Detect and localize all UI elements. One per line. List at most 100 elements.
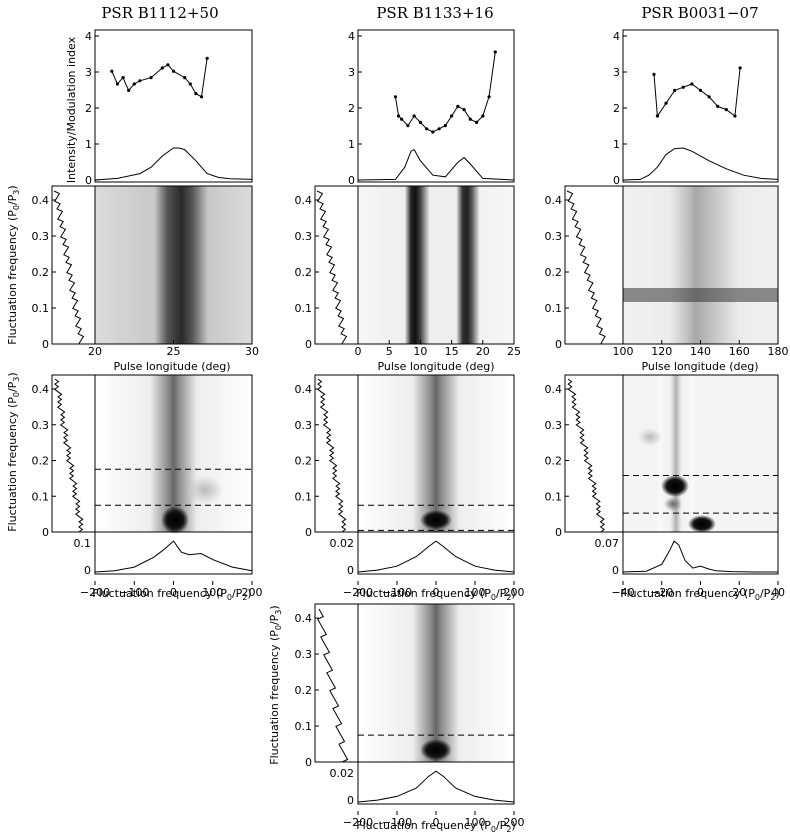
xlabel-p2-b1133-sub2: 2: [506, 593, 511, 602]
col2-2dfs-yaxis-label-0: 0: [555, 526, 562, 539]
col2-profile-yaxis-label-0: 0: [613, 174, 620, 187]
ylabel-fluct-p3-third-close: ): [268, 605, 281, 609]
col2-profile-intensity-line: [622, 147, 779, 181]
col2-spectrum-xaxis-label-0: −40: [611, 586, 634, 599]
col0-spectrum-ylabel-1: 0.1: [74, 537, 92, 550]
col0-modulation-point-12: [194, 92, 198, 96]
xlabel-p2-b1133-text: Fluctuation frequency (P: [356, 587, 491, 600]
col2-spectrum-ylabel-1: 0.07: [595, 537, 620, 550]
xlabel-longitude-b0031: Pulse longitude (deg): [641, 360, 758, 373]
s2dfs-map-b0031: [623, 375, 778, 532]
col0-spectrum-frame: [94, 531, 253, 575]
col2-lrfs-yaxis-label-4: 0.4: [545, 194, 563, 207]
col2-spectrum-xaxis-label-4: 40: [771, 586, 785, 599]
row3-spectrum-line: [357, 770, 515, 803]
col1-modulation-point-7: [431, 130, 435, 134]
col1-spectrum-xaxis-label-2: 0: [433, 586, 440, 599]
col1-profile-modulation-line: [394, 51, 496, 133]
col1-modulation-point-12: [462, 108, 466, 112]
s2dfs-blob2-b1112: [187, 476, 223, 504]
row3-spectrum-xaxis-label-0: −200: [343, 816, 373, 829]
col1-modulation-point-1: [396, 114, 401, 118]
col2-profile-yaxis-label-2: 2: [613, 102, 620, 115]
col2-2dfs-side-spectrum: [567, 378, 606, 533]
ylabel-fluct-p3-2dfs: Fluctuation frequency (P0/P3): [6, 372, 21, 531]
title-b1112: PSR B1112+50: [101, 4, 218, 22]
col2-lrfs-side-frame: [564, 185, 624, 345]
col1-profile-frame: [357, 29, 515, 183]
xlabel-longitude-b1133: Pulse longitude (deg): [377, 360, 494, 373]
col1-modulation-point-13: [468, 117, 472, 121]
col2-spectrum-ylabel-0: 0: [612, 564, 619, 577]
col2-profile-yaxis-label-3: 3: [613, 66, 620, 79]
row3-spectrum-xaxis-label-1: −100: [382, 816, 412, 829]
row3-2dfs-side-frame: [314, 603, 359, 763]
col1-profile-intensity-line: [357, 148, 515, 181]
col1-2dfs-yaxis-label-0: 0: [305, 526, 312, 539]
row3-spectrum-xaxis-label-2: 0: [433, 816, 440, 829]
col1-spectrum-line: [357, 540, 515, 573]
col1-modulation-point-3: [406, 124, 410, 128]
s2dfs-map-third: [358, 604, 514, 762]
ylabel-intensity-modulation: Intensity/Modulation index: [65, 36, 78, 183]
col1-lrfs-side-frame: [314, 185, 359, 345]
col1-lrfs-xaxis-label-3: 15: [445, 345, 459, 358]
xlabel-p2-third-sub0: 0: [491, 825, 496, 834]
col1-lrfs-yaxis-label-3: 0.3: [295, 230, 313, 243]
col1-profile-yaxis-label-2: 2: [348, 102, 355, 115]
col0-2dfs-yaxis-label-3: 0.3: [32, 419, 50, 432]
col0-profile-modulation-line: [111, 58, 208, 98]
ylabel-fluct-p3-lrfs: Fluctuation frequency (P0/P3): [6, 185, 21, 344]
col1-profile-yaxis-label-4: 4: [348, 30, 355, 43]
col2-2dfs-side-frame: [564, 374, 624, 533]
col1-modulation-point-17: [493, 50, 497, 54]
col0-modulation-point-1: [115, 82, 120, 86]
xlabel-p2-b1112-sub0: 0: [227, 593, 232, 602]
xlabel-p2-b0031: Fluctuation frequency (P0/P2): [620, 587, 779, 602]
col2-lrfs-yaxis-label-2: 0.2: [545, 266, 563, 279]
col1-spectrum-xaxis-label-4: 200: [504, 586, 525, 599]
col0-lrfs-xaxis-label-0: 20: [88, 345, 102, 358]
col2-2dfs-yaxis-label-3: 0.3: [545, 419, 563, 432]
xlabel-p2-b1133-close: ): [511, 587, 515, 600]
col0-lrfs-side-frame: [51, 185, 96, 345]
s2dfs-blob-b1112: [161, 506, 189, 534]
lrfs-map-b0031: [623, 186, 778, 344]
col2-modulation-point-5: [690, 82, 694, 86]
xlabel-p2-third-text: Fluctuation frequency (P: [356, 819, 491, 832]
col2-spectrum-xaxis-label-1: −20: [650, 586, 673, 599]
ylabel-fluct-p3-third: Fluctuation frequency (P0/P3): [268, 605, 283, 764]
col1-spectrum-xaxis-label-1: −100: [382, 586, 412, 599]
col0-spectrum-xaxis-label-0: −200: [80, 586, 110, 599]
xlabel-p2-b1112-sub2: 2: [242, 593, 247, 602]
col1-modulation-point-16: [487, 95, 491, 99]
xlabel-p2-b0031-sub2: 2: [770, 593, 775, 602]
col0-2dfs-yaxis-label-2: 0.2: [32, 455, 50, 468]
col1-lrfs-xaxis-label-2: 10: [413, 345, 427, 358]
col1-spectrum-ylabel-1: 0.02: [330, 537, 355, 550]
col1-2dfs-yaxis-label-1: 0.1: [295, 490, 313, 503]
xlabel-p2-b1112-slash: /P: [232, 587, 243, 600]
col2-spectrum-xaxis-label-2: 0: [697, 586, 704, 599]
col2-spectrum-line: [622, 540, 778, 573]
col1-profile-yaxis-label-1: 1: [348, 138, 355, 151]
row3-2dfs-yaxis-label-3: 0.3: [295, 648, 313, 661]
col1-lrfs-yaxis-label-4: 0.4: [295, 194, 313, 207]
col1-modulation-point-10: [450, 114, 454, 118]
col0-lrfs-xaxis-label-1: 25: [167, 345, 181, 358]
col2-lrfs-yaxis-label-1: 0.1: [545, 302, 563, 315]
col1-profile-yaxis-label-0: 0: [348, 174, 355, 187]
col2-2dfs-yaxis-label-1: 0.1: [545, 490, 563, 503]
ylabel-fluct-p3-third-text: Fluctuation frequency (P: [268, 630, 281, 765]
col1-modulation-point-2: [400, 117, 404, 121]
col2-modulation-point-10: [733, 114, 737, 118]
col2-2dfs-yaxis-label-4: 0.4: [545, 383, 563, 396]
title-b0031: PSR B0031−07: [641, 4, 758, 22]
ylabel-fluct-p3-lrfs-sub0: 0: [12, 205, 21, 210]
col1-spectrum-xaxis-label-3: 100: [465, 586, 486, 599]
col0-spectrum-line: [94, 540, 253, 573]
xlabel-p2-b1133-sub0: 0: [491, 593, 496, 602]
ylabel-fluct-p3-lrfs-close: ): [6, 185, 19, 189]
col0-modulation-point-10: [183, 76, 187, 80]
